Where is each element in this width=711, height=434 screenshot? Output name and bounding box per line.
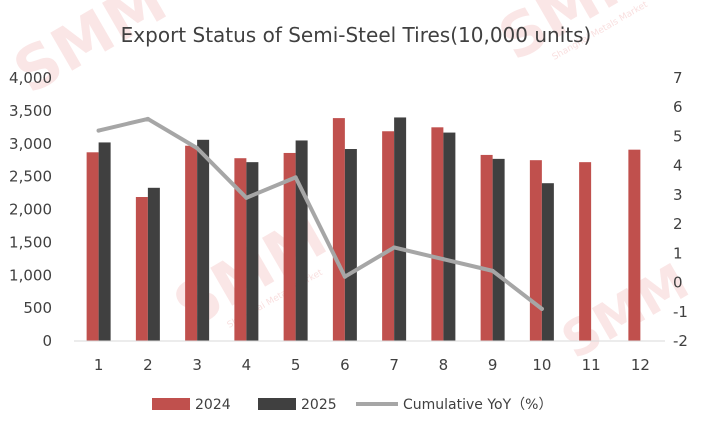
right-tick-label: 5 — [673, 127, 683, 145]
right-tick-label: 4 — [673, 157, 683, 175]
left-tick-label: 1,000 — [9, 266, 52, 284]
legend-label-2024: 2024 — [195, 397, 231, 413]
bar-2025-5 — [295, 140, 308, 341]
bar-2025-6 — [344, 149, 357, 341]
x-tick-label: 4 — [242, 356, 252, 374]
x-tick-label: 3 — [192, 356, 202, 374]
bar-series — [86, 117, 641, 341]
x-axis-ticks: 1 2 3 4 5 6 7 8 9 10 11 12 — [94, 356, 650, 374]
x-tick-label: 5 — [291, 356, 301, 374]
line-point-6 — [342, 274, 347, 279]
line-point-9 — [490, 268, 495, 273]
right-tick-label: 2 — [673, 215, 683, 233]
right-tick-label: 1 — [673, 244, 683, 262]
bar-2025-9 — [492, 158, 505, 341]
line-point-10 — [539, 306, 544, 311]
legend-label-2025: 2025 — [301, 397, 337, 413]
bar-2024-7 — [382, 131, 395, 341]
line-point-8 — [441, 257, 446, 262]
right-tick-label: 3 — [673, 186, 683, 204]
left-tick-label: 500 — [23, 299, 52, 317]
bar-2024-9 — [480, 154, 493, 341]
x-tick-label: 12 — [631, 356, 650, 374]
bar-2024-12 — [628, 149, 641, 341]
chart-title: Export Status of Semi-Steel Tires(10,000… — [121, 23, 592, 47]
right-axis-ticks: -2 -1 0 1 2 3 4 5 6 7 — [673, 69, 688, 350]
bar-2025-3 — [197, 139, 210, 341]
bar-2024-11 — [579, 162, 592, 341]
bar-2024-10 — [529, 160, 542, 341]
bar-2025-1 — [98, 142, 111, 341]
line-point-3 — [195, 146, 200, 151]
legend: 2024 2025 Cumulative YoY（%） — [152, 397, 552, 413]
bar-2025-4 — [246, 162, 259, 341]
right-tick-label: -1 — [673, 303, 688, 321]
line-point-1 — [96, 128, 101, 133]
bar-2025-8 — [443, 132, 456, 341]
left-axis-ticks: 0 500 1,000 1,500 2,000 2,500 3,000 3,500 4,000 — [9, 69, 52, 350]
left-tick-label: 1,500 — [9, 233, 52, 251]
left-tick-label: 3,000 — [9, 135, 52, 153]
left-tick-label: 0 — [42, 332, 52, 350]
bar-2024-1 — [86, 152, 99, 341]
left-tick-label: 3,500 — [9, 102, 52, 120]
x-tick-label: 9 — [488, 356, 498, 374]
legend-label-yoy: Cumulative YoY（%） — [403, 397, 552, 413]
x-tick-label: 11 — [582, 356, 601, 374]
x-tick-label: 1 — [94, 356, 104, 374]
x-tick-label: 7 — [389, 356, 399, 374]
left-tick-label: 4,000 — [9, 69, 52, 87]
legend-swatch-2024 — [152, 398, 190, 410]
yoy-line-series — [96, 116, 544, 311]
right-tick-label: 7 — [673, 69, 683, 87]
legend-swatch-2025 — [258, 398, 296, 410]
bar-2025-2 — [147, 187, 160, 341]
bar-2024-8 — [431, 127, 444, 341]
right-tick-label: 0 — [673, 274, 683, 292]
line-point-7 — [392, 245, 397, 250]
bar-2024-3 — [185, 145, 198, 341]
x-tick-label: 2 — [143, 356, 153, 374]
x-tick-label: 8 — [439, 356, 449, 374]
line-point-4 — [244, 195, 249, 200]
bar-2024-5 — [283, 152, 296, 341]
x-tick-label: 10 — [532, 356, 551, 374]
line-yoy — [96, 116, 544, 311]
left-tick-label: 2,000 — [9, 201, 52, 219]
bar-2024-6 — [332, 118, 345, 341]
line-point-2 — [145, 116, 150, 121]
bar-2025-7 — [394, 117, 407, 341]
bar-2024-2 — [135, 197, 148, 341]
watermark-logo: SMM — [3, 0, 179, 108]
x-tick-label: 6 — [340, 356, 350, 374]
right-tick-label: 6 — [673, 98, 683, 116]
bar-2025-10 — [541, 183, 554, 341]
right-tick-label: -2 — [673, 332, 688, 350]
line-point-5 — [293, 175, 298, 180]
left-tick-label: 2,500 — [9, 168, 52, 186]
bar-2024-4 — [234, 158, 247, 341]
svg-text:SMM: SMM — [3, 0, 179, 108]
